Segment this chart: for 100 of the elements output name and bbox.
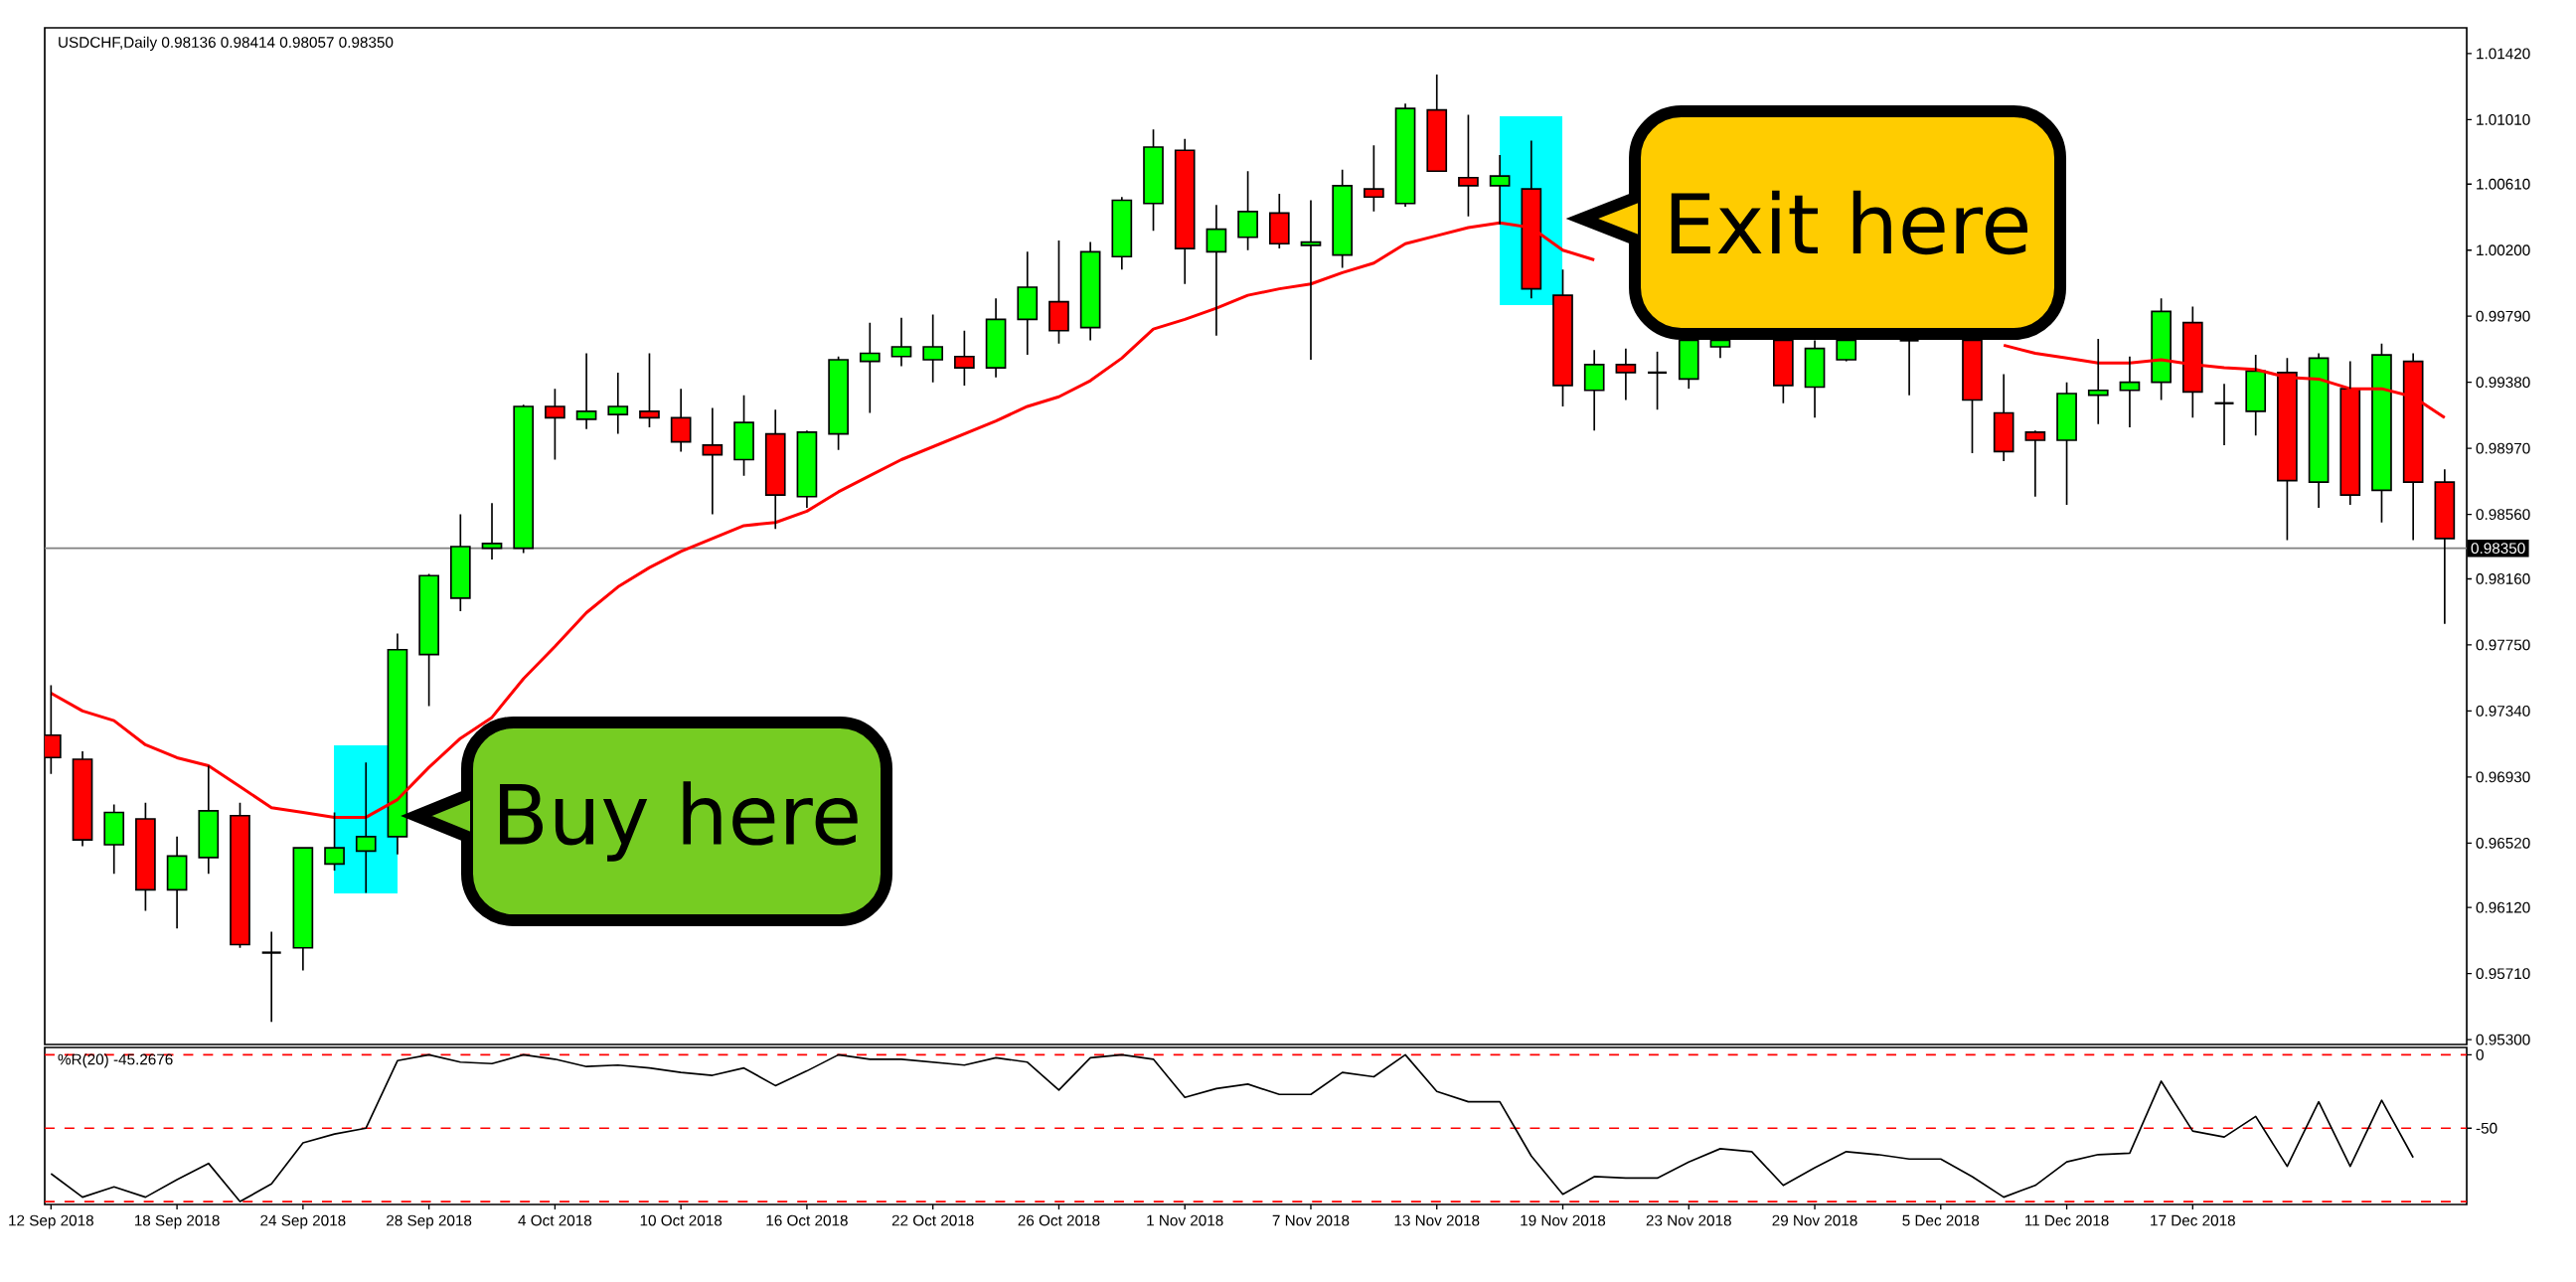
candlestick xyxy=(2277,357,2298,542)
x-tick-label: 16 Oct 2018 xyxy=(766,1214,848,1226)
candlestick xyxy=(166,836,188,930)
candlestick xyxy=(828,355,849,451)
y-tick-label: 1.01010 xyxy=(2477,113,2530,125)
x-tick-label: 22 Oct 2018 xyxy=(891,1214,974,1226)
candlestick xyxy=(1332,168,1354,269)
candlestick xyxy=(1583,349,1605,432)
y-tick-label: 1.01420 xyxy=(2477,48,2530,60)
candlestick xyxy=(1394,102,1416,208)
candlestick xyxy=(2402,352,2424,542)
y-tick-label: 0.96930 xyxy=(2476,771,2530,783)
y-tick-label: 0 xyxy=(2476,1048,2484,1060)
y-tick-label: 0.97340 xyxy=(2476,705,2530,717)
candlestick xyxy=(1206,204,1227,337)
y-tick-label: 0.98970 xyxy=(2476,442,2530,454)
text: USDCHF,Daily 0.98136 0.98414 0.98057 0.98350 xyxy=(59,36,394,51)
y-tick-label: 0.95300 xyxy=(2476,1034,2530,1045)
x-tick-label: 19 Nov 2018 xyxy=(1521,1214,1606,1226)
candlestick xyxy=(575,352,597,430)
candlestick xyxy=(859,321,881,414)
candlestick xyxy=(2339,360,2361,506)
candlestick xyxy=(954,329,975,387)
candlestick xyxy=(1237,170,1258,251)
candlestick xyxy=(702,406,724,516)
candlestick xyxy=(2119,355,2141,428)
y-tick-label: 0.98160 xyxy=(2476,573,2530,584)
y-tick-label: 0.97750 xyxy=(2476,639,2530,651)
candlestick xyxy=(733,394,754,477)
x-tick-label: 28 Sep 2018 xyxy=(387,1214,472,1229)
candlestick xyxy=(355,761,377,894)
x-tick-label: 12 Sep 2018 xyxy=(9,1214,93,1229)
candlestick xyxy=(2181,305,2203,419)
y-tick-label: 0.96120 xyxy=(2476,901,2530,913)
candlestick xyxy=(764,408,786,531)
candlestick xyxy=(198,764,220,875)
candlestick xyxy=(1552,268,1573,407)
x-tick-label: 26 Oct 2018 xyxy=(1018,1214,1100,1226)
candlestick xyxy=(1458,113,1479,218)
y-tick-label: 1.00200 xyxy=(2477,244,2530,256)
candlestick xyxy=(1489,154,1511,226)
candlestick xyxy=(1426,74,1448,173)
x-tick-label: 24 Sep 2018 xyxy=(260,1214,346,1229)
y-tick-label: 0.98560 xyxy=(2476,509,2530,521)
y-tick-label: 0.95710 xyxy=(2476,968,2530,980)
candlestick xyxy=(2371,342,2392,524)
candlestick xyxy=(1615,347,1637,401)
candlestick xyxy=(2245,354,2267,436)
candlestick xyxy=(2151,297,2172,401)
y-tick-label: 0.96520 xyxy=(2476,837,2530,849)
candlestick xyxy=(418,572,439,708)
x-tick-label: 29 Nov 2018 xyxy=(1772,1214,1857,1226)
candlestick xyxy=(639,352,660,428)
candlestick xyxy=(922,313,944,384)
candlestick xyxy=(513,403,535,555)
candlestick xyxy=(670,388,692,453)
candlestick xyxy=(103,803,125,875)
y-tick-label: 0.99380 xyxy=(2476,377,2530,389)
candlestick xyxy=(890,316,912,368)
candlestick xyxy=(324,811,345,872)
candlestick xyxy=(796,429,818,509)
x-tick-label: 11 Dec 2018 xyxy=(2024,1214,2109,1226)
candlestick xyxy=(1268,193,1290,249)
candlestick xyxy=(1143,128,1164,233)
x-tick-label: 17 Dec 2018 xyxy=(2151,1214,2235,1226)
candlestick xyxy=(1111,196,1133,271)
candlestick xyxy=(449,513,471,612)
candlestick xyxy=(72,750,93,848)
candlestick xyxy=(985,297,1007,379)
y-tick-label: 1.00610 xyxy=(2477,178,2530,190)
candlestick xyxy=(2024,429,2046,498)
candlestick xyxy=(292,847,314,972)
candlestick xyxy=(2434,468,2456,625)
x-tick-label: 10 Oct 2018 xyxy=(640,1214,723,1226)
annotation: Buy here xyxy=(500,781,858,862)
ref-line-label: 0.98350 xyxy=(2471,543,2525,555)
candlestick xyxy=(1646,351,1669,411)
candlestick xyxy=(135,801,156,912)
x-tick-label: 7 Nov 2018 xyxy=(1272,1214,1350,1226)
x-tick-label: 18 Sep 2018 xyxy=(134,1214,220,1229)
candlestick xyxy=(607,372,629,435)
candlestick xyxy=(2213,383,2235,446)
x-tick-label: 13 Nov 2018 xyxy=(1394,1214,1480,1226)
candlestick xyxy=(1993,373,2014,462)
candlestick xyxy=(545,388,565,461)
candlestick xyxy=(2056,381,2077,506)
candlestick xyxy=(1017,250,1039,356)
candlestick xyxy=(1079,240,1101,342)
annotation: Exit here xyxy=(1671,190,2027,255)
candlestick xyxy=(1048,240,1069,345)
y-tick-label: -50 xyxy=(2476,1122,2497,1134)
x-tick-label: 5 Dec 2018 xyxy=(1902,1214,1980,1226)
x-tick-label: 4 Oct 2018 xyxy=(518,1214,592,1226)
x-tick-label: 1 Nov 2018 xyxy=(1147,1214,1223,1226)
chart-title: %R(20) -45.2676 xyxy=(58,1053,173,1068)
y-tick-label: 0.99790 xyxy=(2476,310,2530,322)
candlestick xyxy=(2087,338,2109,425)
candlestick xyxy=(1364,144,1384,213)
candlestick xyxy=(1174,138,1196,285)
candlestick xyxy=(1300,199,1322,361)
